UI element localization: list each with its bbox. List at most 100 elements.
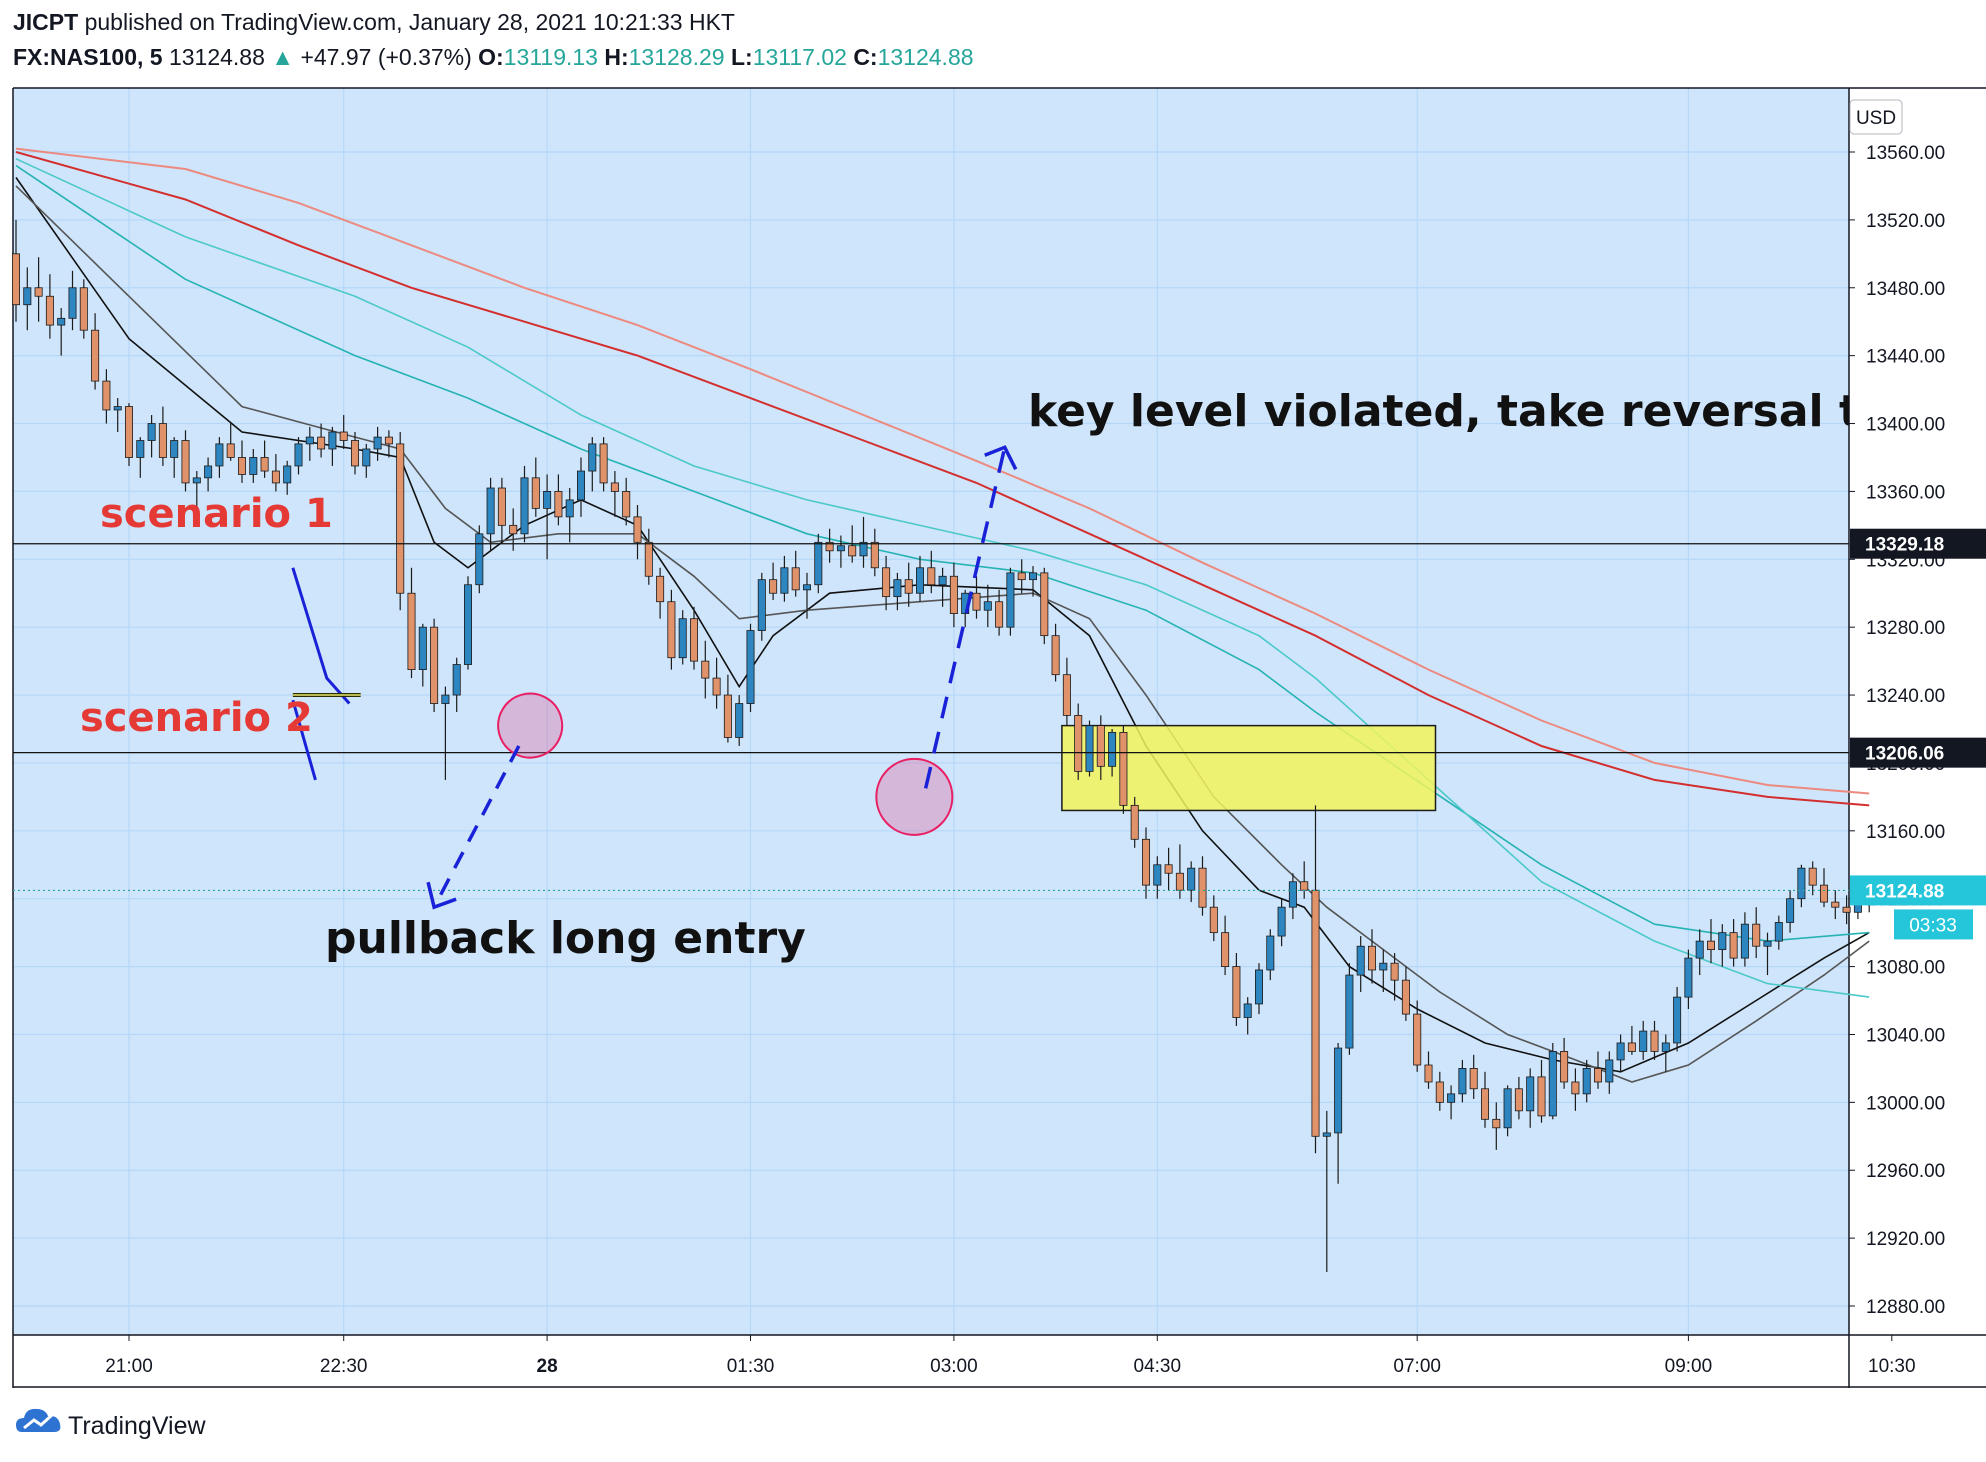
bullish-candle xyxy=(588,437,597,492)
candle-body xyxy=(757,579,766,631)
candle-body xyxy=(723,694,732,738)
candle-body xyxy=(1379,962,1388,971)
plot-background[interactable] xyxy=(13,88,1849,1335)
candle-body xyxy=(226,443,235,458)
bearish-candle xyxy=(91,313,100,390)
level-price-label: 13329.18 xyxy=(1865,535,1944,556)
candle-body xyxy=(1560,1051,1569,1083)
bullish-candle xyxy=(463,576,472,670)
y-tick-label: 13000.00 xyxy=(1866,1093,1945,1114)
bullish-candle xyxy=(1243,997,1252,1035)
candle-body xyxy=(350,440,359,467)
last-price-tag xyxy=(1850,875,1986,906)
bearish-candle xyxy=(644,528,653,585)
bearish-candle xyxy=(497,477,506,543)
candle-body xyxy=(452,664,461,696)
candle-body xyxy=(1639,1030,1648,1052)
ema-line xyxy=(15,158,1870,998)
price-chart[interactable]: scenario 1 scenario 2 pullback long entry k… xyxy=(0,0,1986,1388)
pullback-dashed-arrow xyxy=(432,745,521,909)
reversal-arrowhead xyxy=(984,445,1018,471)
candle-body xyxy=(610,482,619,492)
bearish-candle xyxy=(1051,623,1060,682)
bullish-candle xyxy=(441,686,450,780)
candle-body xyxy=(68,287,77,319)
high-value: 13128.29 xyxy=(628,44,725,70)
bearish-candle xyxy=(102,369,111,424)
tradingview-cloud-logo-icon[interactable] xyxy=(14,1402,64,1442)
candle-body xyxy=(1119,731,1128,806)
currency-box[interactable] xyxy=(1849,99,1903,135)
bullish-candle xyxy=(577,457,586,517)
candle-body xyxy=(1661,1042,1670,1052)
candle-body xyxy=(113,406,122,411)
brand-name[interactable]: TradingView xyxy=(68,1412,206,1440)
bullish-candle xyxy=(283,460,292,495)
y-tick-label: 13280.00 xyxy=(1866,618,1945,639)
bearish-candle xyxy=(1424,1051,1433,1089)
candle-body xyxy=(271,470,280,484)
candle-body xyxy=(1684,957,1693,998)
candle-body xyxy=(690,618,699,662)
bearish-candle xyxy=(1707,919,1716,964)
candle-body xyxy=(328,431,337,450)
candle-body xyxy=(1401,979,1410,1015)
candle-body xyxy=(904,579,913,594)
open-label: O: xyxy=(478,44,504,70)
candle-body xyxy=(1209,906,1218,934)
candle-body xyxy=(57,317,66,326)
candle-body xyxy=(204,465,213,479)
bearish-candle xyxy=(45,274,54,339)
bullish-candle xyxy=(1661,1034,1670,1072)
chart-header: JICPT published on TradingView.com, Janu… xyxy=(0,0,1986,84)
candle-body xyxy=(91,329,100,382)
candle-body xyxy=(1074,715,1083,772)
time-axis-background[interactable] xyxy=(13,1335,1849,1388)
bullish-candle xyxy=(170,437,179,478)
bullish-candle xyxy=(780,555,789,602)
candle-body xyxy=(1243,1003,1252,1018)
bearish-candle xyxy=(1820,868,1829,908)
candle-body xyxy=(34,287,43,297)
bullish-candle xyxy=(757,572,766,641)
price-change: +47.97 (+0.37%) xyxy=(300,44,472,70)
bearish-candle xyxy=(1537,1059,1546,1123)
candle-body xyxy=(283,465,292,484)
candle-body xyxy=(1187,867,1196,891)
low-value: 13117.02 xyxy=(752,44,847,70)
bullish-candle xyxy=(1255,963,1264,1015)
bullish-candle xyxy=(1288,873,1297,920)
x-tick-label: 21:00 xyxy=(105,1356,153,1377)
x-tick-label: 01:30 xyxy=(727,1356,775,1377)
bullish-candle xyxy=(1526,1068,1535,1128)
candle-body xyxy=(735,703,744,738)
candle-body xyxy=(983,601,992,611)
candle-body xyxy=(1356,945,1365,976)
bearish-candle xyxy=(656,567,665,619)
bullish-candle xyxy=(1740,912,1749,967)
y-tick-label: 13160.00 xyxy=(1866,822,1945,843)
candle-body xyxy=(927,567,936,586)
x-tick-label: 04:30 xyxy=(1134,1356,1182,1377)
symbol-label[interactable]: FX:NAS100, 5 xyxy=(13,44,163,70)
candle-body xyxy=(125,406,134,458)
publisher-name[interactable]: JICPT xyxy=(13,9,79,35)
yellow-key-zone xyxy=(1061,724,1437,812)
countdown-label: 03:33 xyxy=(1909,915,1957,936)
candle-body xyxy=(1503,1088,1512,1129)
level-price-tag xyxy=(1850,528,1986,559)
candle-body xyxy=(1051,635,1060,676)
bullish-candle xyxy=(1797,864,1806,908)
candle-body xyxy=(1311,889,1320,1137)
candle-body xyxy=(543,491,552,509)
time-axis: 21:00 22:30 28 01:30 03:00 04:30 07:00 09:00 10:… xyxy=(105,1335,1916,1377)
candle-body xyxy=(1164,864,1173,874)
candle-body xyxy=(1627,1042,1636,1052)
price-axis-background[interactable] xyxy=(1849,88,1986,1335)
candle-body xyxy=(294,443,303,467)
pullback-long-entry-label: pullback long entry xyxy=(325,913,806,964)
bearish-candle xyxy=(1514,1076,1523,1120)
candle-body xyxy=(622,491,631,518)
bullish-candle xyxy=(1447,1085,1456,1120)
candle-body xyxy=(949,575,958,615)
